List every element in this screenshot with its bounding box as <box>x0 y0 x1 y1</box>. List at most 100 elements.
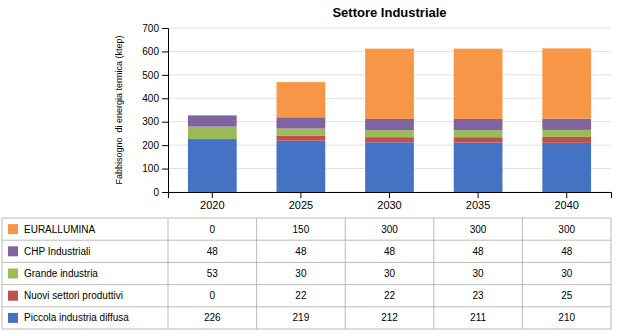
legend-swatch <box>8 313 18 323</box>
tick-mark <box>389 192 390 198</box>
tick-mark <box>162 51 168 52</box>
tick: 300 <box>142 116 168 127</box>
tick-label: 2020 <box>200 199 224 211</box>
bar <box>542 130 591 137</box>
table-value: 210 <box>558 312 575 323</box>
tick-mark <box>478 192 479 198</box>
tick-mark <box>566 192 567 198</box>
bars <box>188 48 591 192</box>
table-line <box>2 218 3 329</box>
axis-line <box>162 29 169 193</box>
bar <box>454 137 503 142</box>
y-label: Fabbisogno di energia termica (ktep) <box>114 35 124 184</box>
legend-label: EURALLUMINA <box>24 224 95 235</box>
tick-mark <box>212 192 213 198</box>
table-line <box>522 218 523 329</box>
table-line <box>2 306 611 307</box>
table-value: 30 <box>473 268 485 279</box>
table-value: 226 <box>204 312 221 323</box>
table-value: 53 <box>207 268 219 279</box>
table-line <box>345 218 346 329</box>
chart: Settore Industriale010020030040050060070… <box>0 0 621 331</box>
bar <box>454 119 503 130</box>
tick-mark <box>162 28 168 29</box>
tick-mark <box>162 169 168 170</box>
tick-label: 2040 <box>554 199 578 211</box>
table-line <box>168 218 169 329</box>
legend-swatch <box>8 269 18 279</box>
bar <box>454 143 503 192</box>
table-value: 48 <box>207 246 219 257</box>
grid-line <box>168 28 611 29</box>
bar <box>542 119 591 130</box>
table-line <box>2 240 611 241</box>
bar <box>542 137 591 143</box>
table-value: 48 <box>295 246 307 257</box>
table-value: 25 <box>561 290 573 301</box>
bar <box>277 141 326 192</box>
tick-mark <box>162 98 168 99</box>
table-value: 0 <box>210 290 216 301</box>
table-line <box>433 218 434 329</box>
tick: 100 <box>142 163 168 174</box>
tick: 0 <box>153 187 168 198</box>
tick-label: 700 <box>142 23 159 34</box>
table-value: 30 <box>384 268 396 279</box>
table-value: 22 <box>295 290 307 301</box>
legend-label: Nuovi settori produttivi <box>24 290 123 301</box>
tick-mark <box>162 192 168 193</box>
table-value: 0 <box>210 224 216 235</box>
table-value: 211 <box>470 312 486 323</box>
tick: 2040 <box>554 192 578 211</box>
tick: 500 <box>142 70 168 81</box>
series <box>188 139 591 192</box>
y-axis: 0 100 200 300 400 500 600 700 <box>142 23 168 198</box>
bar <box>542 143 591 192</box>
table: EURALLUMINA0150300300300CHP Industriali4… <box>2 218 611 329</box>
tick-mark <box>162 122 168 123</box>
bar <box>454 130 503 137</box>
legend-swatch <box>8 246 18 256</box>
table-line <box>2 329 611 330</box>
tick-label: 600 <box>142 46 159 57</box>
tick: 400 <box>142 93 168 104</box>
table-value: 23 <box>473 290 485 301</box>
table-value: 48 <box>473 246 485 257</box>
title: Settore Industriale <box>332 5 446 20</box>
table-value: 150 <box>293 224 310 235</box>
bar <box>542 48 591 118</box>
table-value: 30 <box>561 268 573 279</box>
bar <box>188 127 237 139</box>
bar <box>277 117 326 128</box>
bar <box>188 115 237 126</box>
tick: 2025 <box>289 192 313 211</box>
series <box>277 48 592 119</box>
bar <box>188 115 237 116</box>
x-axis: 2020 2025 2030 2035 2040 <box>169 192 612 211</box>
bar <box>365 49 414 119</box>
bar <box>365 130 414 137</box>
table-value: 219 <box>293 312 310 323</box>
legend-label: Grande industria <box>24 268 98 279</box>
table-value: 48 <box>561 246 573 257</box>
table-value: 22 <box>384 290 396 301</box>
tick-label: 2030 <box>377 199 401 211</box>
tick-label: 0 <box>153 187 159 198</box>
tick-label: 2025 <box>289 199 313 211</box>
axis-line <box>169 193 612 199</box>
bar <box>277 136 326 141</box>
tick-label: 2035 <box>466 199 490 211</box>
tick: 200 <box>142 140 168 151</box>
tick-label: 400 <box>142 93 159 104</box>
tick-label: 300 <box>142 116 159 127</box>
legend-label: CHP Industriali <box>24 246 91 257</box>
tick: 700 <box>142 23 168 34</box>
bar <box>365 142 414 192</box>
tick: 2020 <box>200 192 224 211</box>
table-line <box>2 284 611 285</box>
legend-swatch <box>8 224 18 234</box>
table-line <box>2 218 611 219</box>
tick-mark <box>162 145 168 146</box>
tick-mark <box>162 75 168 76</box>
tick: 600 <box>142 46 168 57</box>
